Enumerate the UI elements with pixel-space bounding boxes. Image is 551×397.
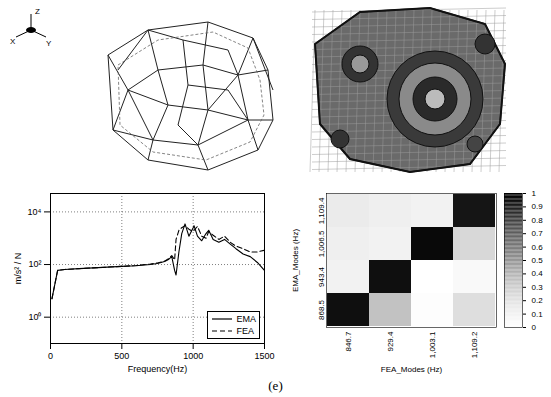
svg-text:X: X [10, 37, 16, 46]
svg-text:0.9: 0.9 [532, 202, 544, 211]
svg-text:0.2: 0.2 [532, 296, 544, 305]
svg-text:10⁰: 10⁰ [28, 312, 41, 322]
svg-text:0.1: 0.1 [532, 310, 544, 319]
svg-text:1,109.4: 1,109.4 [317, 197, 326, 224]
svg-text:Z: Z [35, 7, 40, 16]
svg-text:0.7: 0.7 [532, 229, 544, 238]
svg-text:EMA_Modes (Hz): EMA_Modes (Hz) [291, 229, 300, 292]
svg-text:1,006.5: 1,006.5 [317, 230, 326, 257]
svg-text:FEA_Modes (Hz): FEA_Modes (Hz) [381, 365, 443, 374]
svg-text:868.5: 868.5 [317, 299, 326, 320]
svg-text:0.3: 0.3 [532, 283, 544, 292]
svg-text:m/s² / N: m/s² / N [13, 253, 23, 285]
svg-text:10⁴: 10⁴ [28, 207, 42, 217]
html-text:EMA: EMA [236, 314, 256, 324]
svg-text:0.4: 0.4 [532, 269, 544, 278]
svg-text:1500: 1500 [254, 351, 274, 361]
svg-text:0.6: 0.6 [532, 243, 544, 252]
svg-text:0.8: 0.8 [532, 216, 544, 225]
svg-text:0: 0 [532, 323, 537, 332]
svg-text:1: 1 [532, 189, 537, 198]
html-text:FEA: FEA [236, 326, 254, 336]
svg-text:Frequency(Hz): Frequency(Hz) [128, 364, 188, 374]
svg-text:1,003.1: 1,003.1 [428, 331, 437, 358]
svg-text:846.7: 846.7 [344, 331, 353, 352]
svg-text:Y: Y [46, 39, 52, 48]
svg-text:0: 0 [48, 351, 53, 361]
svg-text:10²: 10² [28, 259, 41, 269]
svg-text:500: 500 [114, 351, 129, 361]
html-text:(e): (e) [268, 378, 283, 393]
svg-text:929.4: 929.4 [386, 331, 395, 352]
svg-text:1,109.2: 1,109.2 [470, 331, 479, 358]
svg-text:1000: 1000 [183, 351, 203, 361]
svg-text:0.5: 0.5 [532, 256, 544, 265]
svg-text:943.4: 943.4 [317, 266, 326, 287]
